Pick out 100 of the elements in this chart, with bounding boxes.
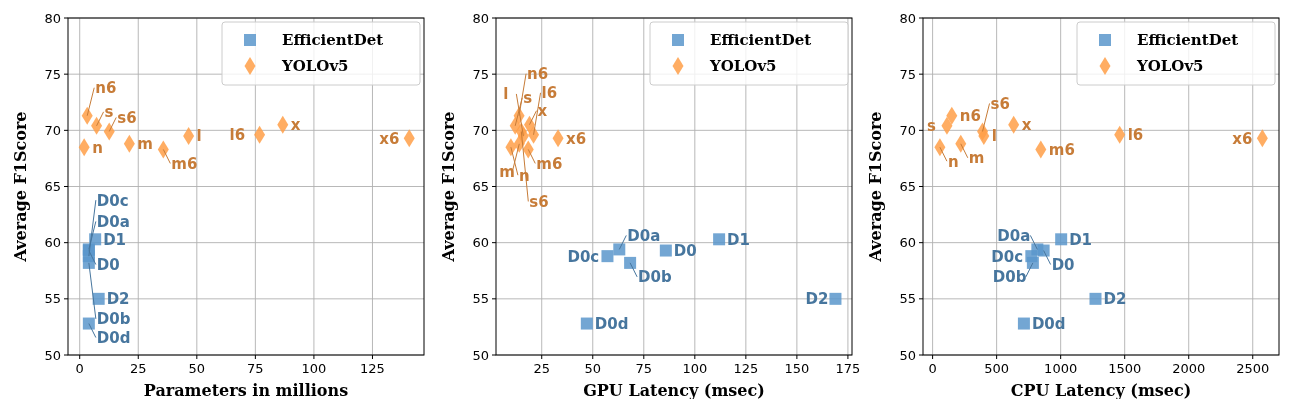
annotation: D0a [627,226,661,245]
annotation: x [1021,116,1032,135]
annotation: n6 [527,65,549,84]
annotation: m6 [171,154,198,173]
x-tick-label: 100 [301,361,327,376]
x-tick-label: 25 [533,361,550,376]
y-tick-label: 80 [472,10,489,26]
annotation: n6 [95,79,117,98]
annotation: m [499,163,515,182]
y-tick-label: 80 [899,10,916,26]
annotation: s6 [990,94,1010,113]
x-tick-label: 175 [835,361,861,376]
y-tick-label: 65 [472,179,489,195]
annotation: D0b [96,310,131,329]
y-tick-label: 65 [44,179,61,195]
x-tick-label: 50 [188,361,206,376]
annotation: D0d [1031,314,1066,333]
annotation: D0c [991,247,1024,266]
annotation: x6 [1232,129,1253,148]
annotation: s6 [529,192,549,211]
y-tick-label: 55 [899,291,916,307]
annotation: D0a [997,226,1031,245]
x-tick-label: 100 [682,361,708,376]
y-axis-title: Average F1Score [11,111,30,263]
x-tick-label: 2000 [1172,361,1206,376]
legend-label: YOLOv5 [1136,57,1204,76]
annotation: D0b [638,268,672,287]
y-tick-label: 50 [899,347,916,363]
legend-label: YOLOv5 [281,57,349,76]
annotation: D1 [103,230,127,249]
y-tick-label: 75 [472,66,489,82]
y-tick-label: 75 [44,66,61,82]
annotation: D0c [567,247,600,266]
y-tick-label: 65 [899,179,916,195]
y-tick-label: 50 [44,347,61,363]
x-axis-title: Parameters in millions [143,381,349,400]
annotation: l [991,127,997,146]
annotation: n [518,166,530,185]
y-axis-title: Average F1Score [439,111,458,263]
annotation: D0a [96,212,130,231]
y-tick-label: 75 [899,66,916,82]
annotation: D0d [594,314,629,333]
x-axis-title: GPU Latency (msec) [583,381,765,400]
legend-label: EfficientDet [710,31,812,50]
x-tick-label: 50 [584,361,602,376]
y-tick-label: 70 [44,122,61,138]
x-tick-label: 125 [733,361,759,376]
x-tick-label: 25 [129,361,147,376]
annotation: n [947,152,959,171]
y-tick-label: 70 [899,122,916,138]
legend-label: EfficientDet [282,31,384,50]
annotation: l6 [229,126,246,145]
annotation: D1 [1069,230,1093,249]
x-tick-label: 0 [75,361,84,376]
annotation: m [137,135,153,154]
annotation: x [290,116,301,135]
annotation: x6 [379,129,400,148]
annotation: l6 [1127,126,1144,145]
x-tick-label: 75 [635,361,653,376]
annotation: D2 [805,290,829,309]
annotation: D2 [1103,290,1127,309]
x-tick-label: 150 [784,361,810,376]
annotation: n6 [959,107,981,126]
y-tick-label: 60 [899,235,916,251]
y-tick-label: 60 [472,235,489,251]
annotation: D0 [673,241,697,260]
annotation: D0d [96,328,131,347]
x-tick-label: 500 [984,361,1010,376]
y-axis-title: Average F1Score [866,111,885,263]
y-tick-label: 80 [44,10,61,26]
x-tick-label: 125 [360,361,385,376]
annotation: n [92,138,103,157]
y-tick-label: 60 [44,235,61,251]
y-tick-label: 70 [472,122,489,138]
x-tick-label: 0 [928,361,937,376]
annotation: l [503,85,509,104]
annotation: s [104,103,114,122]
x-axis-title: CPU Latency (msec) [1010,381,1192,400]
annotation: s [523,89,533,108]
annotation: D0b [992,268,1027,287]
annotation: D1 [727,230,750,249]
x-tick-label: 75 [247,361,264,376]
annotation: x6 [566,129,587,148]
y-tick-label: 50 [472,347,489,363]
annotation: s6 [117,108,137,127]
x-tick-label: 1000 [1044,361,1078,376]
y-tick-label: 55 [472,291,489,307]
legend-label: YOLOv5 [709,57,777,76]
annotation: D0 [1051,255,1075,274]
y-tick-label: 55 [44,291,61,307]
annotation: x [537,102,548,121]
annotation: D0 [96,255,120,274]
annotation: m [968,149,985,168]
annotation: m6 [536,154,563,173]
x-tick-label: 1500 [1108,361,1142,376]
annotation: D2 [106,290,130,309]
annotation: s [926,117,936,136]
annotation: m6 [1048,140,1075,159]
annotation: l [196,127,202,146]
x-tick-label: 2500 [1236,361,1270,376]
